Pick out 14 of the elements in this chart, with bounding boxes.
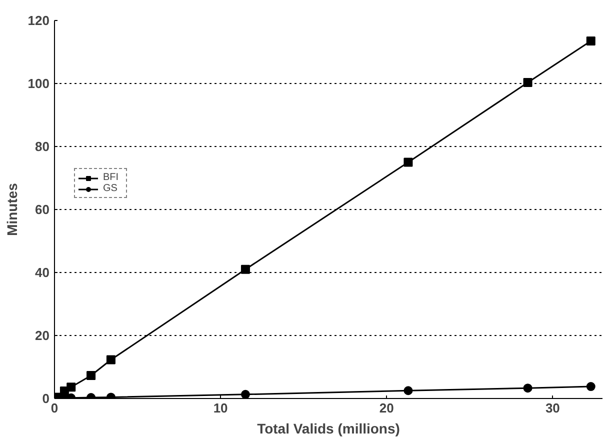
y-tick-label: 40 xyxy=(35,265,50,280)
y-tick-label: 100 xyxy=(28,76,50,91)
y-tick-label: 60 xyxy=(35,202,50,217)
y-tick-label: 120 xyxy=(28,13,50,28)
legend-label: GS xyxy=(103,183,118,194)
y-tick-label: 0 xyxy=(42,391,50,406)
x-axis-title: Total Valids (millions) xyxy=(257,420,400,436)
x-tick-label: 30 xyxy=(545,400,560,416)
y-tick-label: 80 xyxy=(35,139,50,154)
x-tick-label: 20 xyxy=(379,400,394,416)
legend-label: BFI xyxy=(103,172,120,183)
y-axis-title: Minutes xyxy=(4,182,20,236)
y-tick-label: 20 xyxy=(35,328,50,343)
x-tick-label: 10 xyxy=(213,400,228,416)
